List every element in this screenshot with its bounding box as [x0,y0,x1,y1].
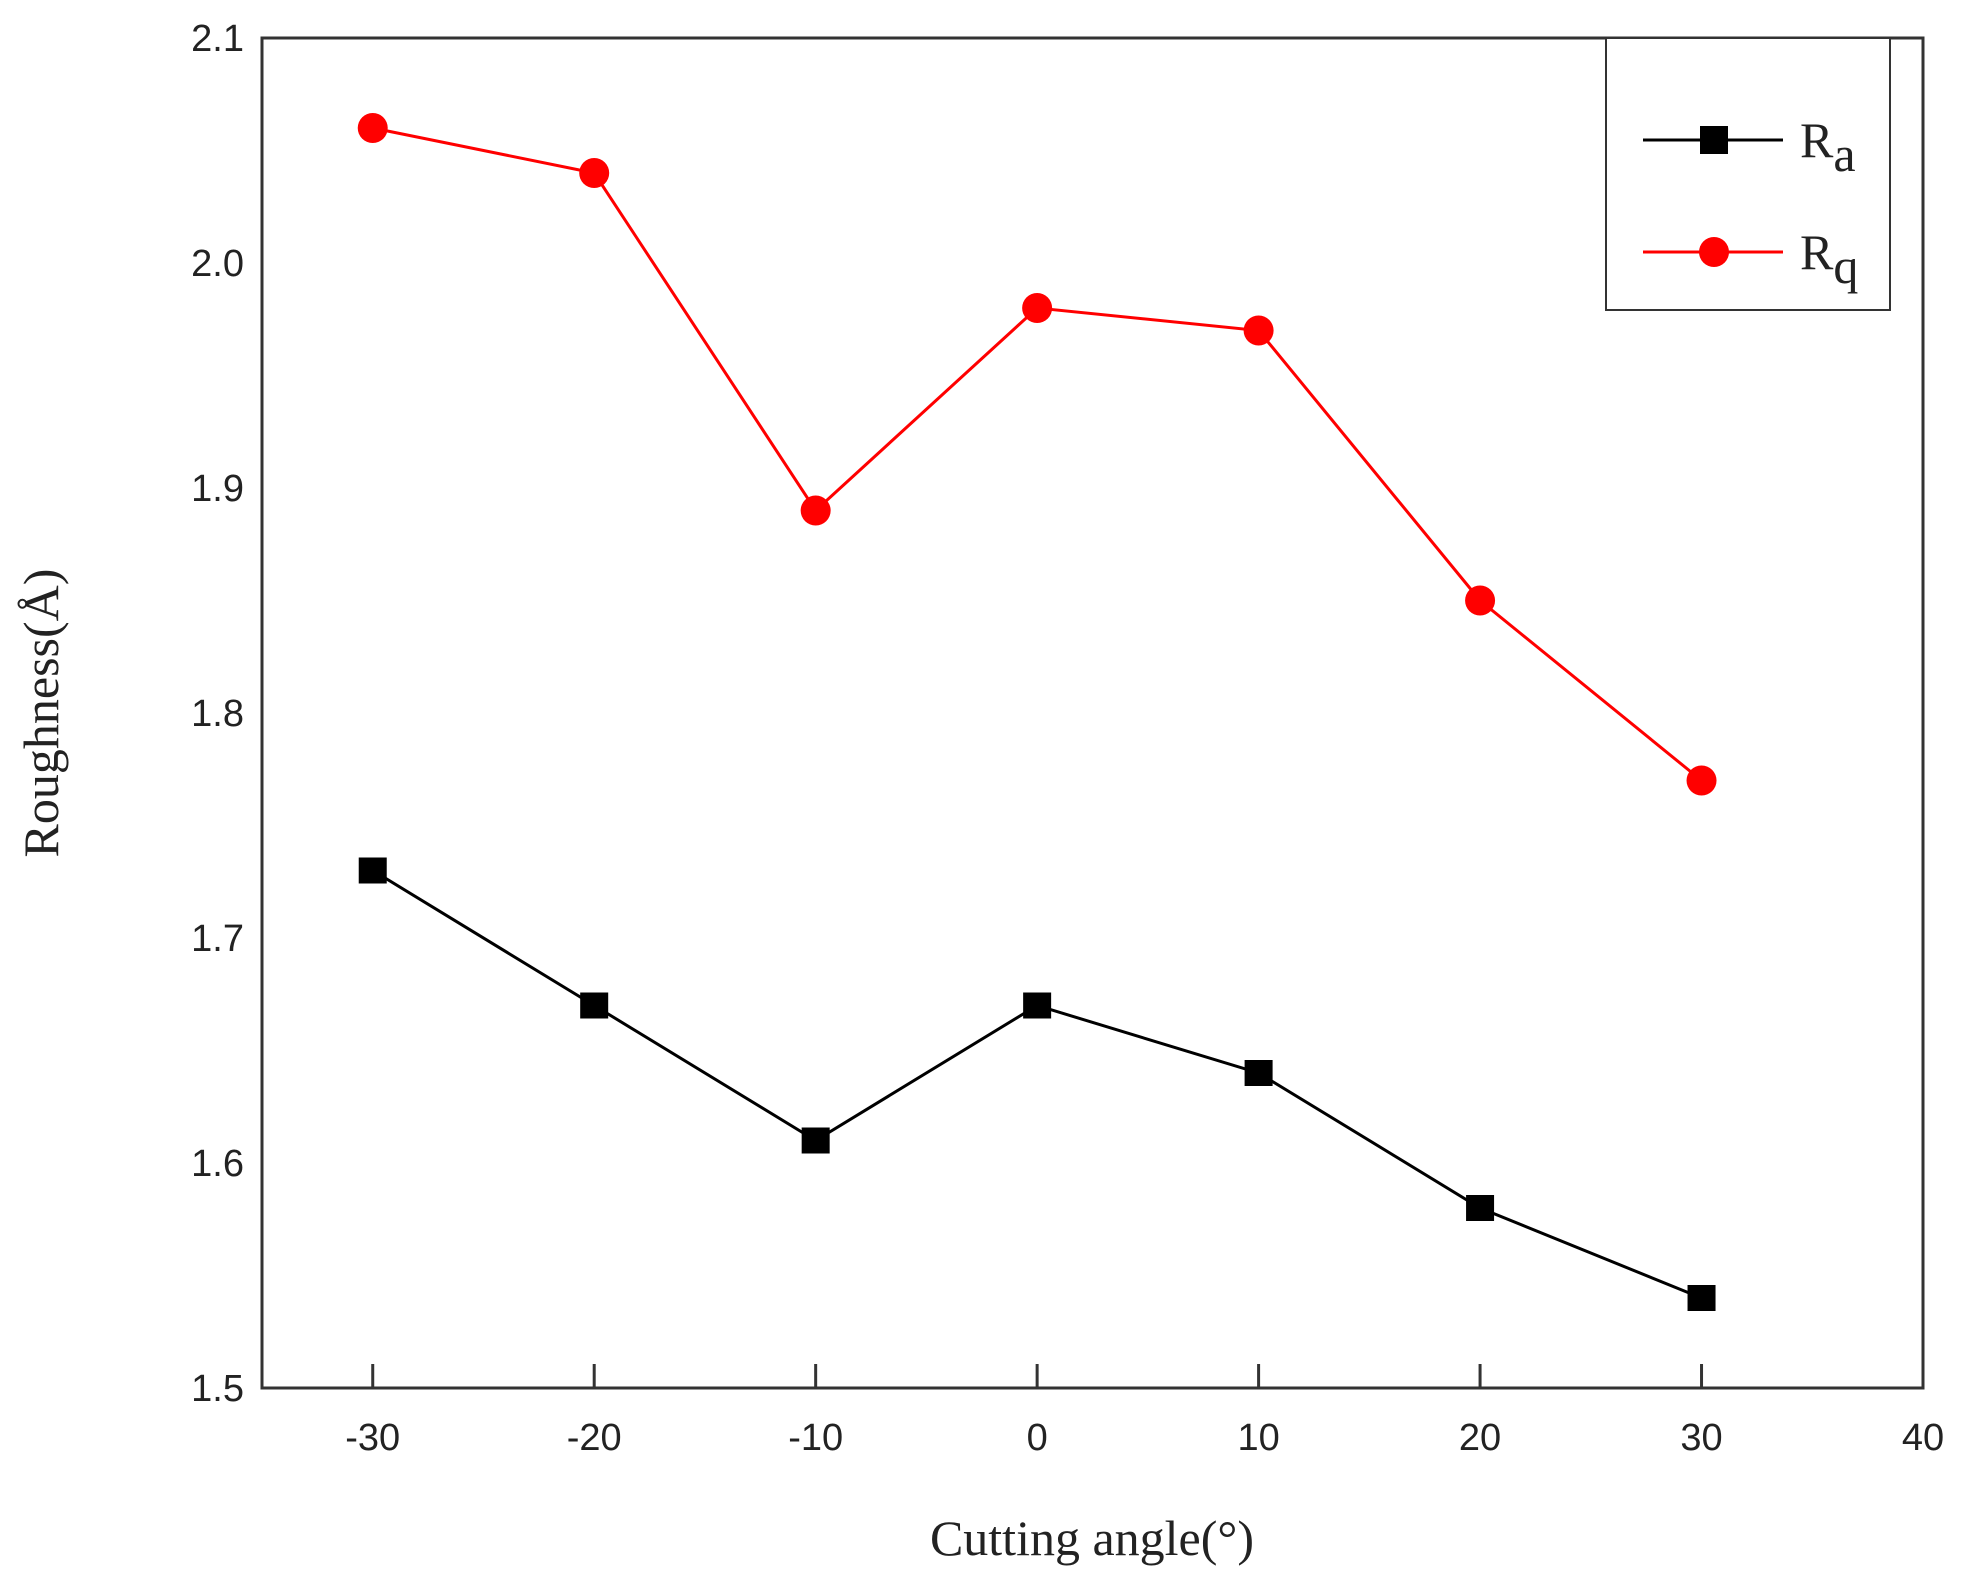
data-point-Ra [580,992,609,1019]
x-tick-label: 30 [1680,1417,1722,1459]
x-tick-label: 10 [1237,1417,1279,1459]
data-point-Rq [800,495,831,526]
plot-frame [260,36,1925,1390]
data-point-Rq [1686,765,1717,796]
x-tick-label: -10 [788,1417,843,1459]
x-tick-label: 40 [1902,1417,1944,1459]
x-tick-label: 20 [1459,1417,1501,1459]
legend-label-subscript: a [1833,126,1855,182]
series-Ra [358,857,1716,1311]
data-point-Ra [801,1127,830,1154]
y-tick-label: 2.1 [191,18,244,60]
data-point-Ra [1466,1195,1495,1221]
x-tick-label: 0 [1027,1417,1048,1459]
y-tick-label: 2.0 [191,243,244,285]
legend-label-base: R [1800,112,1834,168]
y-tick-label: 1.9 [191,468,244,510]
data-point-Ra [1023,992,1052,1019]
series-Rq [357,113,1717,796]
y-tick-label: 1.8 [191,693,244,735]
series-line-Ra [371,869,1703,1300]
data-point-Ra [358,857,387,884]
y-axis-label: Roughness(Å) [13,569,69,858]
legend-label-Rq: Rq [1800,224,1858,294]
data-point-Ra [1244,1060,1273,1086]
x-tick-label: -20 [567,1417,622,1459]
series-line-Rq [372,126,1703,782]
data-point-Rq [357,113,388,143]
data-point-Rq [1465,585,1496,616]
legend-box [1605,37,1891,311]
legend-label-base: R [1800,224,1834,280]
x-axis-label: Cutting angle(°) [930,1510,1254,1566]
x-tick-label: -30 [345,1417,400,1459]
legend-label-subscript: q [1833,238,1858,294]
y-tick-label: 1.5 [191,1368,244,1410]
data-point-Rq [1243,315,1274,346]
data-point-Rq [579,158,610,188]
legend-marker-Ra [1700,126,1728,154]
legend-marker-Rq [1699,237,1729,267]
data-point-Rq [1022,293,1053,323]
legend-label-Ra: Ra [1800,112,1856,182]
data-point-Ra [1687,1285,1716,1311]
y-tick-label: 1.6 [191,1143,244,1185]
y-tick-label: 1.7 [191,918,244,960]
